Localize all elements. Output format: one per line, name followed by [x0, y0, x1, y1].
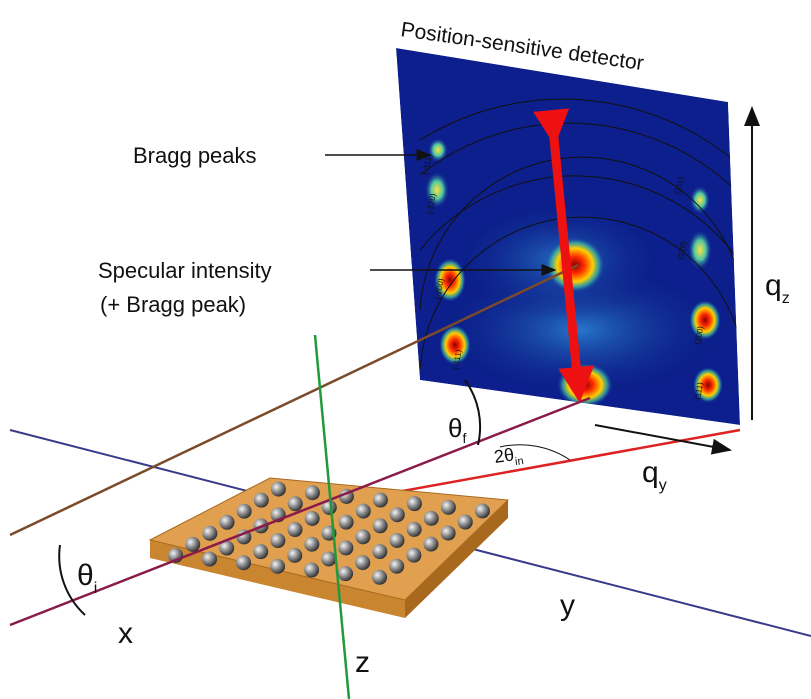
nanoparticle — [287, 548, 302, 563]
theta-i-label: θi — [77, 559, 97, 597]
nanoparticle — [253, 544, 268, 559]
nanoparticle — [458, 515, 473, 530]
diagram: (-311)(-220)(-200)(-111)(311)(220)(200)(… — [0, 0, 811, 699]
nanoparticle — [373, 493, 388, 508]
nanoparticle — [441, 526, 456, 541]
nanoparticle — [202, 552, 217, 567]
theta-f-arc — [465, 380, 480, 445]
x-label: x — [118, 617, 133, 650]
qy-label: qy — [642, 456, 667, 494]
theta-f-label: θf — [448, 413, 466, 446]
nanoparticle — [236, 555, 251, 570]
nanoparticle — [407, 496, 422, 511]
specular-label: Specular intensity — [98, 258, 272, 283]
nanoparticle — [372, 544, 387, 559]
nanoparticle — [390, 533, 405, 548]
nanoparticle — [475, 503, 490, 518]
nanoparticle — [372, 570, 387, 585]
nanoparticle — [270, 559, 285, 574]
nanoparticle — [407, 522, 422, 537]
nanoparticle — [373, 518, 388, 533]
qz-label: qz — [765, 269, 790, 307]
nanoparticle — [424, 537, 439, 552]
nanoparticle — [202, 526, 217, 541]
nanoparticle — [304, 563, 319, 578]
two-theta-label: 2θin — [493, 443, 525, 471]
nanoparticle — [237, 504, 252, 519]
nanoparticle — [389, 559, 404, 574]
nanoparticle — [254, 493, 269, 508]
nanoparticle — [390, 507, 405, 522]
nanoparticle — [356, 529, 371, 544]
nanoparticle — [185, 537, 200, 552]
nanoparticle — [355, 555, 370, 570]
nanoparticle — [220, 515, 235, 530]
nanoparticle — [424, 511, 439, 526]
nanoparticle — [270, 533, 285, 548]
qy-arrow — [595, 425, 730, 450]
nanoparticle — [321, 551, 336, 566]
y-label: y — [560, 589, 575, 622]
nanoparticle — [406, 548, 421, 563]
nanoparticle — [288, 522, 303, 537]
z-label: z — [355, 646, 370, 679]
bragg-label: Bragg peaks — [133, 143, 257, 168]
nanoparticle — [305, 485, 320, 500]
nanoparticle — [339, 515, 354, 530]
specular-note: (+ Bragg peak) — [100, 292, 246, 317]
nanoparticle — [338, 540, 353, 555]
detector — [396, 48, 745, 425]
nanoparticle — [356, 504, 371, 519]
nanoparticle — [304, 537, 319, 552]
nanoparticle — [288, 496, 303, 511]
nanoparticle — [305, 511, 320, 526]
nanoparticle — [441, 500, 456, 515]
nanoparticle — [271, 482, 286, 497]
nanoparticle — [338, 566, 353, 581]
